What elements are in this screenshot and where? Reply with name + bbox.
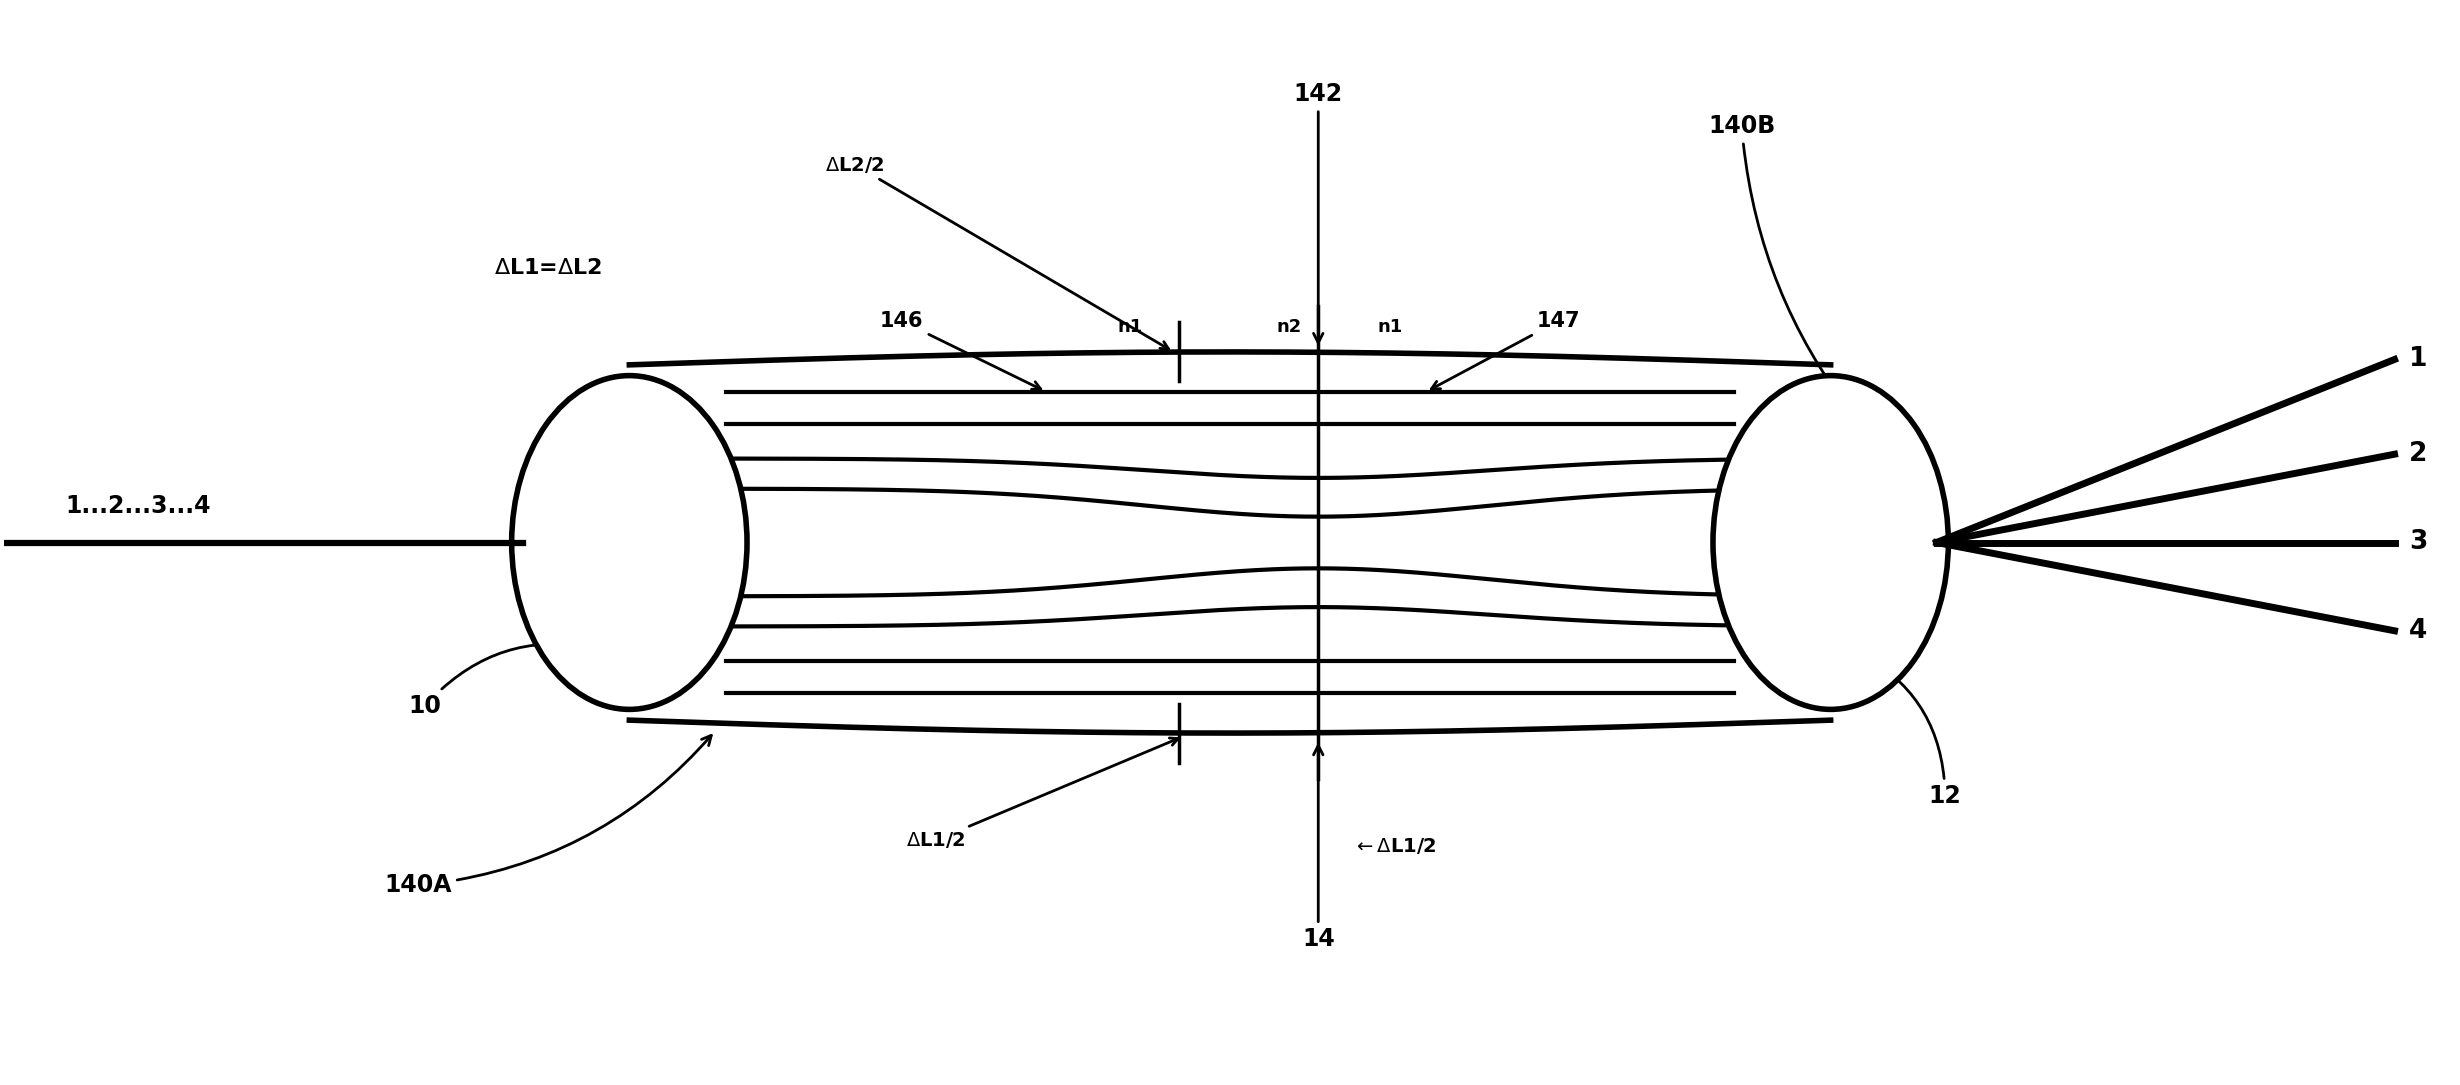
Text: 10: 10 xyxy=(408,642,600,717)
Text: 2: 2 xyxy=(2408,442,2428,468)
Text: 12: 12 xyxy=(1860,654,1961,808)
Ellipse shape xyxy=(512,375,748,710)
Text: 3: 3 xyxy=(2408,529,2428,556)
Text: 1: 1 xyxy=(2408,346,2428,372)
Text: 1...2...3...4: 1...2...3...4 xyxy=(66,494,212,518)
Text: $\leftarrow$$\Delta$L1/2: $\leftarrow$$\Delta$L1/2 xyxy=(1353,837,1437,856)
Text: 142: 142 xyxy=(1294,82,1343,343)
Text: 147: 147 xyxy=(1432,311,1579,390)
Text: 140B: 140B xyxy=(1707,114,1852,412)
Text: n1: n1 xyxy=(1117,318,1141,336)
Text: 14: 14 xyxy=(1301,745,1336,952)
Ellipse shape xyxy=(1712,375,1948,710)
Text: $\Delta$L1/2: $\Delta$L1/2 xyxy=(905,738,1178,851)
Text: 4: 4 xyxy=(2408,617,2428,643)
Text: $\Delta$L1=$\Delta$L2: $\Delta$L1=$\Delta$L2 xyxy=(494,258,603,278)
Text: n1: n1 xyxy=(1378,318,1402,336)
Text: n2: n2 xyxy=(1277,318,1301,336)
Text: $\Delta$L2/2: $\Delta$L2/2 xyxy=(827,155,1168,349)
Text: 146: 146 xyxy=(881,311,1041,390)
Text: 140A: 140A xyxy=(384,736,711,897)
